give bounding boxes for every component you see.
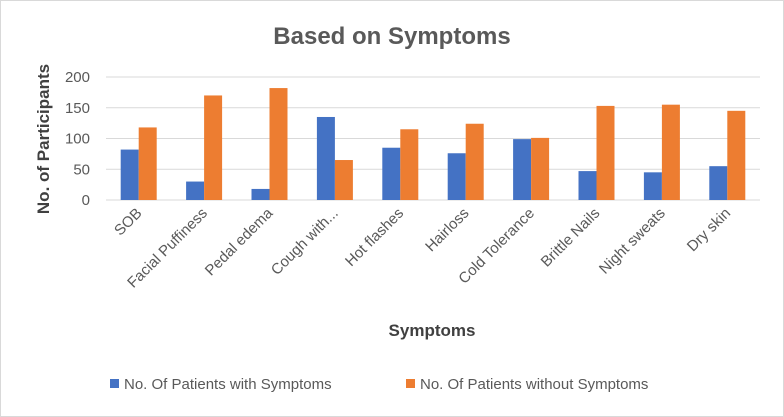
y-tick-label: 200: [65, 69, 90, 86]
x-tick-label: Brittle Nails: [538, 205, 604, 271]
bar-series-2: [400, 129, 419, 200]
bar-series-2: [334, 160, 353, 200]
y-axis-title: No. of Participants: [34, 64, 53, 214]
x-tick-label: Pedal edema: [202, 204, 277, 279]
bars: [120, 88, 746, 200]
y-tick-label: 150: [65, 100, 90, 117]
y-axis-ticks: 0 50 100 150 200: [65, 69, 90, 209]
bar-series-1: [120, 149, 139, 200]
legend: No. Of Patients with Symptoms No. Of Pati…: [110, 376, 648, 393]
bar-series-2: [661, 104, 680, 200]
x-tick-label: Cough with...: [268, 205, 342, 279]
y-tick-label: 50: [73, 161, 90, 178]
x-tick-label: Night sweats: [596, 205, 669, 278]
legend-label-2: No. Of Patients without Symptoms: [420, 376, 648, 393]
chart-title: Based on Symptoms: [273, 23, 510, 50]
bar-series-1: [316, 116, 335, 200]
bar-series-1: [709, 166, 728, 200]
bar-series-1: [186, 181, 205, 200]
bar-series-2: [138, 127, 157, 200]
x-tick-label: Hot flashes: [342, 205, 407, 270]
legend-label-1: No. Of Patients with Symptoms: [124, 376, 332, 393]
bar-series-2: [727, 110, 746, 200]
x-tick-label: Dry skin: [684, 205, 734, 255]
bar-series-1: [447, 153, 466, 200]
y-tick-label: 0: [82, 192, 90, 209]
x-tick-label: SOB: [111, 205, 145, 239]
bar-series-1: [251, 188, 270, 200]
legend-swatch-2: [406, 379, 415, 388]
x-tick-label: Hairloss: [422, 205, 472, 255]
bar-series-1: [382, 147, 401, 200]
bar-series-1: [643, 172, 662, 200]
bar-series-2: [204, 95, 223, 200]
bar-series-2: [596, 105, 615, 200]
bar-series-2: [465, 123, 484, 200]
bar-series-1: [578, 171, 597, 200]
bar-series-2: [269, 88, 288, 200]
bar-series-1: [513, 139, 532, 200]
legend-swatch-1: [110, 379, 119, 388]
y-tick-label: 100: [65, 131, 90, 148]
bar-series-2: [531, 137, 550, 200]
x-axis-title: Symptoms: [389, 321, 476, 340]
